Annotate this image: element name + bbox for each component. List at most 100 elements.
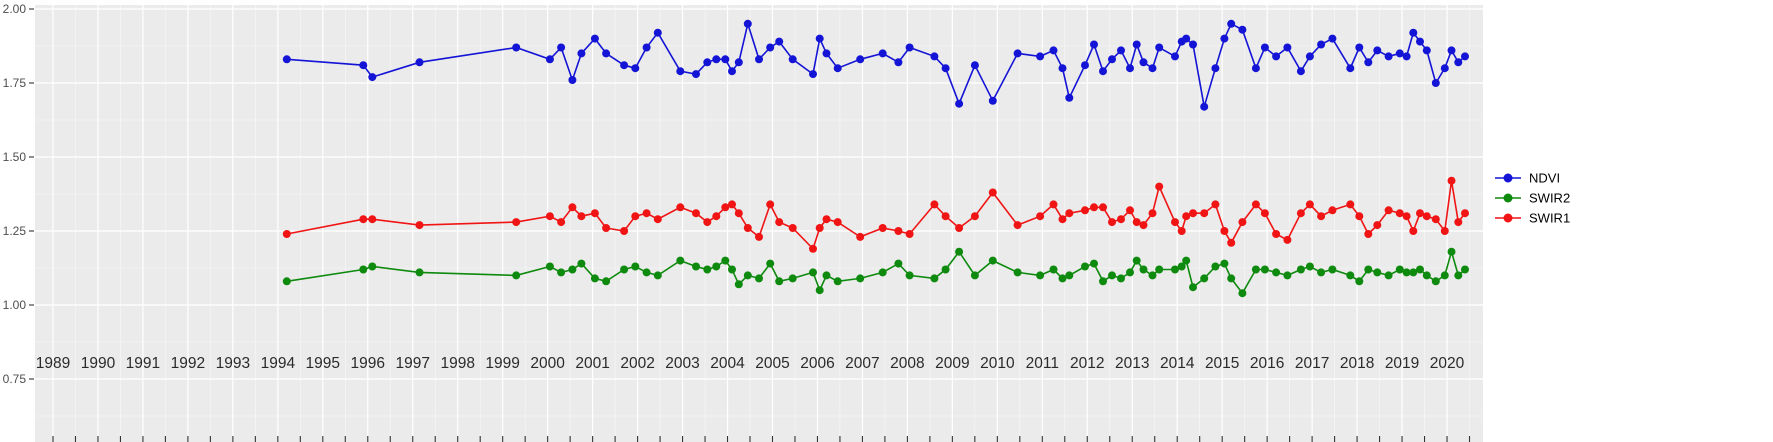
data-point bbox=[1099, 67, 1107, 76]
data-point bbox=[1117, 215, 1125, 224]
series-swir2 bbox=[282, 247, 1469, 298]
data-point bbox=[1139, 221, 1148, 230]
data-point bbox=[1189, 40, 1197, 49]
data-point bbox=[1139, 58, 1148, 67]
data-point bbox=[809, 268, 817, 277]
data-point bbox=[728, 200, 736, 209]
data-point bbox=[1126, 268, 1134, 277]
data-point bbox=[878, 49, 887, 58]
data-point bbox=[1373, 46, 1382, 55]
data-point bbox=[1272, 268, 1281, 277]
data-point bbox=[692, 262, 700, 271]
data-point bbox=[415, 58, 424, 67]
y-axis-labels: 2.00 1.75 1.50 1.25 1.00 0.75 bbox=[3, 2, 27, 386]
data-point bbox=[1283, 235, 1292, 244]
data-point bbox=[833, 277, 842, 286]
data-point bbox=[577, 49, 586, 58]
data-point bbox=[1013, 49, 1022, 58]
data-point bbox=[766, 259, 775, 268]
y-tick-label: 2.00 bbox=[3, 2, 27, 16]
data-point bbox=[1220, 259, 1229, 268]
data-point bbox=[1296, 265, 1305, 274]
data-point bbox=[512, 271, 521, 280]
data-point bbox=[1431, 215, 1440, 224]
data-point bbox=[1384, 52, 1393, 61]
data-point bbox=[620, 265, 629, 274]
data-point bbox=[1126, 206, 1134, 215]
data-point bbox=[1364, 265, 1373, 274]
data-point bbox=[728, 67, 736, 76]
data-point bbox=[631, 64, 640, 73]
data-point bbox=[1395, 209, 1404, 218]
legend-entry-ndvi[interactable]: NDVI bbox=[1495, 171, 1560, 186]
x-tick-label: 2016 bbox=[1250, 355, 1284, 372]
data-point bbox=[878, 268, 887, 277]
data-point bbox=[1081, 61, 1089, 70]
x-tick-label: 2003 bbox=[665, 355, 699, 372]
data-point bbox=[1395, 265, 1404, 274]
data-point bbox=[1099, 203, 1107, 212]
data-point bbox=[856, 232, 865, 241]
data-point bbox=[557, 43, 566, 52]
x-tick-label: 2008 bbox=[890, 355, 924, 372]
data-point bbox=[788, 55, 797, 64]
data-point bbox=[1305, 52, 1314, 61]
data-point bbox=[894, 227, 903, 235]
data-point bbox=[692, 70, 700, 79]
legend-label: NDVI bbox=[1529, 171, 1560, 186]
data-point bbox=[712, 55, 721, 64]
data-point bbox=[545, 212, 554, 221]
data-point bbox=[653, 215, 662, 224]
legend-entry-swir2[interactable]: SWIR2 bbox=[1495, 191, 1570, 206]
data-point bbox=[1355, 212, 1364, 221]
data-point bbox=[1155, 43, 1164, 52]
x-tick-label: 2013 bbox=[1115, 355, 1149, 372]
data-point bbox=[941, 265, 950, 274]
data-point bbox=[1189, 283, 1197, 292]
data-point bbox=[1440, 227, 1449, 235]
data-point bbox=[1081, 262, 1089, 271]
data-point bbox=[815, 224, 824, 232]
data-point bbox=[1238, 218, 1247, 227]
data-point bbox=[1171, 265, 1179, 274]
data-point bbox=[822, 271, 831, 280]
data-point bbox=[703, 58, 712, 67]
data-point bbox=[1346, 200, 1355, 209]
data-point bbox=[930, 274, 939, 283]
data-point bbox=[631, 262, 640, 271]
data-point bbox=[1440, 271, 1449, 280]
data-point bbox=[1148, 209, 1157, 218]
x-tick-label: 1996 bbox=[351, 355, 385, 372]
data-point bbox=[642, 209, 651, 218]
data-point bbox=[602, 49, 611, 58]
data-point bbox=[1364, 230, 1373, 238]
data-point bbox=[930, 52, 939, 61]
data-point bbox=[1058, 274, 1067, 283]
x-tick-label: 2004 bbox=[710, 355, 745, 372]
data-point bbox=[1065, 93, 1074, 102]
data-point bbox=[1447, 247, 1456, 256]
x-tick-label: 2018 bbox=[1340, 355, 1374, 372]
data-point bbox=[743, 19, 752, 28]
data-point bbox=[1132, 256, 1141, 265]
data-point bbox=[1355, 277, 1364, 286]
legend-label: SWIR2 bbox=[1529, 191, 1570, 206]
data-point bbox=[1395, 49, 1404, 58]
data-point bbox=[815, 286, 824, 295]
data-point bbox=[970, 212, 979, 221]
data-point bbox=[743, 224, 752, 232]
data-point bbox=[557, 268, 566, 277]
data-point bbox=[1402, 212, 1411, 221]
data-point bbox=[1328, 34, 1337, 43]
data-point bbox=[894, 58, 903, 67]
data-point bbox=[1422, 46, 1431, 55]
data-point bbox=[905, 271, 914, 280]
legend-entry-swir1[interactable]: SWIR1 bbox=[1495, 211, 1570, 226]
data-point bbox=[1431, 79, 1440, 87]
data-point bbox=[955, 224, 964, 232]
data-point bbox=[282, 230, 291, 238]
data-point bbox=[734, 209, 743, 218]
data-point bbox=[703, 218, 712, 227]
data-point bbox=[512, 43, 521, 52]
